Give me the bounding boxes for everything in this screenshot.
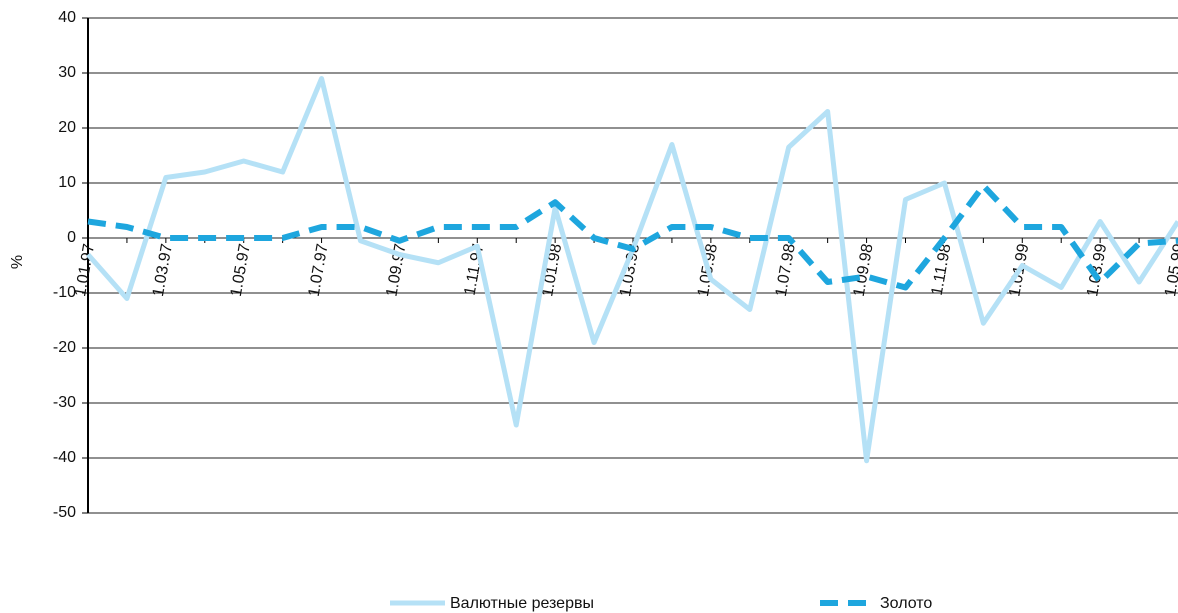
x-tick-label: 1.01.97 bbox=[72, 242, 98, 298]
x-tick-label: 1.07.97 bbox=[306, 242, 332, 298]
y-tick-label: -10 bbox=[53, 284, 76, 301]
y-tick-label: -30 bbox=[53, 394, 76, 411]
y-tick-label: -20 bbox=[53, 339, 76, 356]
series-line bbox=[87, 182, 1178, 291]
legend-label: Валютные резервы bbox=[450, 595, 594, 612]
x-tick-label: 1.05.99 bbox=[1162, 242, 1178, 298]
x-tick-label: 1.11.98 bbox=[929, 242, 955, 296]
x-tick-label: 1.05.97 bbox=[228, 242, 254, 298]
x-tick-label: 1.03.97 bbox=[150, 242, 176, 298]
y-tick-label: -50 bbox=[53, 504, 76, 521]
x-tick-label: 1.07.98 bbox=[773, 242, 799, 298]
y-tick-label: 40 bbox=[58, 9, 76, 26]
y-tick-label: 0 bbox=[67, 229, 76, 246]
x-tick-label: 1.09.98 bbox=[851, 242, 877, 298]
legend-label: Золото bbox=[880, 595, 932, 612]
y-tick-label: 30 bbox=[58, 64, 76, 81]
y-tick-label: 10 bbox=[58, 174, 76, 191]
y-tick-label: -40 bbox=[53, 449, 76, 466]
y-axis-label: % bbox=[9, 255, 26, 269]
y-tick-label: 20 bbox=[58, 119, 76, 136]
